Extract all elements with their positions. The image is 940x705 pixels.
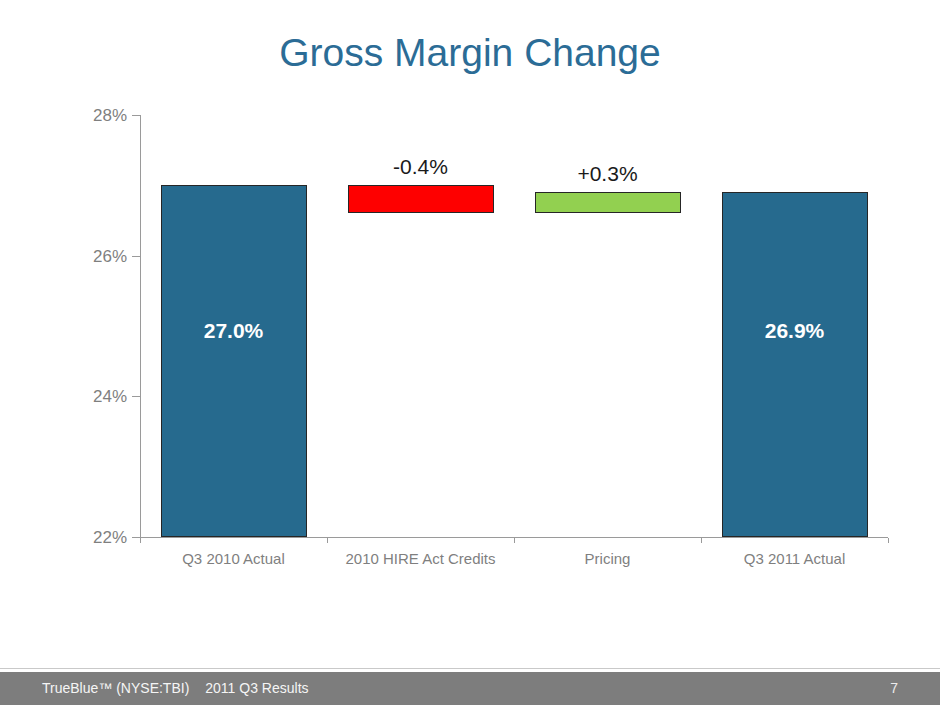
x-axis-label-q3-2010-actual: Q3 2010 Actual	[140, 551, 327, 567]
y-axis-tick-mark	[132, 396, 140, 397]
footer-bar: TrueBlue™ (NYSE:TBI) 2011 Q3 Results 7	[0, 672, 940, 705]
y-axis-tick-label: 24%	[67, 388, 127, 405]
x-axis-tick-mark	[514, 538, 515, 543]
x-axis-tick-mark	[701, 538, 702, 543]
bar-value-label: 26.9%	[722, 318, 868, 344]
footer-text: TrueBlue™ (NYSE:TBI) 2011 Q3 Results	[42, 672, 309, 705]
bar-2010-hire-act-credits	[348, 185, 494, 213]
page-number: 7	[890, 672, 898, 705]
x-axis-tick-mark	[888, 538, 889, 543]
bar-q3-2011-actual	[722, 192, 868, 537]
x-axis-tick-mark	[327, 538, 328, 543]
footer-company-label: TrueBlue™ (NYSE:TBI)	[42, 680, 189, 696]
y-axis-tick-label: 26%	[67, 248, 127, 265]
x-axis-label-2010-hire-act-credits: 2010 HIRE Act Credits	[327, 551, 514, 567]
y-axis-tick-label: 22%	[67, 529, 127, 546]
y-axis-tick-mark	[132, 537, 140, 538]
footer-deck-label: 2011 Q3 Results	[205, 680, 308, 696]
x-axis-tick-mark	[140, 538, 141, 543]
y-axis-tick-label: 28%	[67, 107, 127, 124]
slide: Gross Margin Change 28%26%24%22%27.0%Q3 …	[0, 0, 940, 705]
y-axis-tick-mark	[132, 256, 140, 257]
y-axis-line	[140, 115, 141, 537]
bar-q3-2010-actual	[161, 185, 307, 537]
x-axis-label-pricing: Pricing	[514, 551, 701, 567]
delta-label: +0.3%	[535, 161, 681, 187]
bar-value-label: 27.0%	[161, 318, 307, 344]
x-axis-label-q3-2011-actual: Q3 2011 Actual	[701, 551, 888, 567]
footer-divider	[0, 668, 940, 669]
bar-pricing	[535, 192, 681, 213]
gross-margin-waterfall-chart: 28% 26% 24% 22% 27.0% Q3 2010 Actual -0.4% 2010…	[0, 0, 940, 620]
delta-label: -0.4%	[348, 154, 494, 180]
y-axis-tick-mark	[132, 115, 140, 116]
